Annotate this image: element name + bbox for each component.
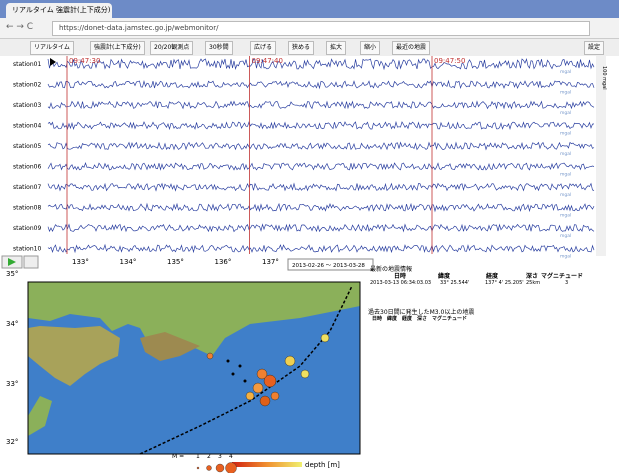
toolbar-item[interactable]: 最近の地震: [392, 41, 430, 55]
unit-label: mgal: [560, 151, 571, 157]
station-label: station07: [13, 184, 41, 191]
toolbar-item[interactable]: 強震計(上下成分): [90, 41, 145, 55]
m-symbol: [197, 467, 199, 469]
info-header: 深さ: [526, 271, 538, 280]
map: [28, 282, 360, 454]
lon-label: 136°: [215, 258, 232, 266]
unit-label: mgal: [560, 213, 571, 219]
station-label: station06: [13, 164, 41, 171]
toolbar-item[interactable]: 30秒間: [205, 41, 233, 55]
unit-label: mgal: [560, 131, 571, 137]
quake: [244, 380, 247, 383]
toolbar-item[interactable]: 狭める: [288, 41, 314, 55]
station-label: station01: [13, 61, 41, 68]
lat-label: 33°: [6, 380, 18, 388]
date-range: 2013-02-26 ～ 2013-03-28: [292, 263, 365, 269]
station-label: station03: [13, 102, 41, 109]
unit-label: mgal: [560, 90, 571, 96]
lon-label: 134°: [120, 258, 137, 266]
info-header: 日時: [394, 271, 406, 280]
quake: [239, 365, 242, 368]
lon-label: 137°: [262, 258, 279, 266]
station-label: station04: [13, 123, 41, 130]
quake: [253, 383, 263, 393]
past-header: 緯度: [387, 315, 397, 322]
info-cell: 25km: [526, 280, 540, 286]
browser-window: リアルタイム 強震計(上下成分) ← → C https://donet-dat…: [0, 0, 619, 473]
time-label: 09:47:30: [69, 57, 100, 65]
quake: [260, 396, 270, 406]
m-value: 4: [229, 453, 233, 460]
info-cell: 3: [565, 280, 568, 286]
unit-label: mgal: [560, 69, 571, 75]
url-field[interactable]: https://donet-data.jamstec.go.jp/webmoni…: [52, 21, 590, 36]
time-label: 09:47:50: [434, 57, 465, 65]
station-label: station10: [13, 246, 41, 253]
past-header: 経度: [402, 315, 412, 322]
depth-colorbar: [232, 462, 302, 467]
quake: [285, 356, 295, 366]
nav-buttons[interactable]: ← → C: [6, 22, 33, 32]
unit-label: mgal: [560, 233, 571, 239]
quake: [207, 353, 213, 359]
info-cell: 2013-03-13 06:34:03.03: [370, 280, 431, 286]
station-label: station09: [13, 225, 41, 232]
quake: [246, 392, 254, 400]
toolbar-item[interactable]: リアルタイム: [30, 41, 74, 55]
time-label: 09:47:40: [252, 57, 283, 65]
m-symbol: [207, 466, 212, 471]
quake: [321, 334, 329, 342]
unit-label: mgal: [560, 172, 571, 178]
toolbar-item[interactable]: 20/20観測点: [150, 41, 193, 55]
m-label: M =: [172, 453, 184, 460]
info-cell: 33° 25.544': [440, 280, 469, 286]
scale-label: 100 mgal: [601, 66, 607, 90]
quake: [227, 360, 230, 363]
m-value: 1: [196, 453, 200, 460]
quake: [232, 373, 235, 376]
quake: [271, 392, 279, 400]
station-label: station05: [13, 143, 41, 150]
tab[interactable]: リアルタイム 強震計(上下成分): [6, 3, 112, 18]
lat-label: 35°: [6, 270, 18, 278]
info-header: 緯度: [438, 271, 450, 280]
quake: [301, 370, 309, 378]
lat-label: 34°: [6, 320, 18, 328]
unit-label: mgal: [560, 254, 571, 260]
lon-label: 135°: [167, 258, 184, 266]
m-value: 2: [207, 453, 211, 460]
pause-button[interactable]: [24, 256, 38, 268]
info-header: マグニチュード: [541, 271, 583, 280]
toolbar-item[interactable]: 拡大: [326, 41, 346, 55]
m-value: 3: [218, 453, 222, 460]
quake: [264, 375, 276, 387]
info-cell: 137° 4' 25.205': [485, 280, 524, 286]
past-header: マグニチュード: [432, 315, 467, 322]
settings-button[interactable]: 設定: [584, 41, 604, 55]
unit-label: mgal: [560, 192, 571, 198]
past-header: 日時: [372, 315, 382, 322]
lat-label: 32°: [6, 438, 18, 446]
station-label: station08: [13, 205, 41, 212]
m-symbol: [216, 464, 224, 472]
station-label: station02: [13, 82, 41, 89]
past-header: 深さ: [417, 315, 427, 322]
info-header: 経度: [486, 271, 498, 280]
lon-label: 133°: [72, 258, 89, 266]
content: station01 mgal station02 mgal station03 mgal s…: [0, 56, 619, 473]
unit-label: mgal: [560, 110, 571, 116]
depth-label: depth [m]: [305, 461, 340, 469]
toolbar-item[interactable]: 広げる: [250, 41, 276, 55]
toolbar-item[interactable]: 縮小: [360, 41, 380, 55]
